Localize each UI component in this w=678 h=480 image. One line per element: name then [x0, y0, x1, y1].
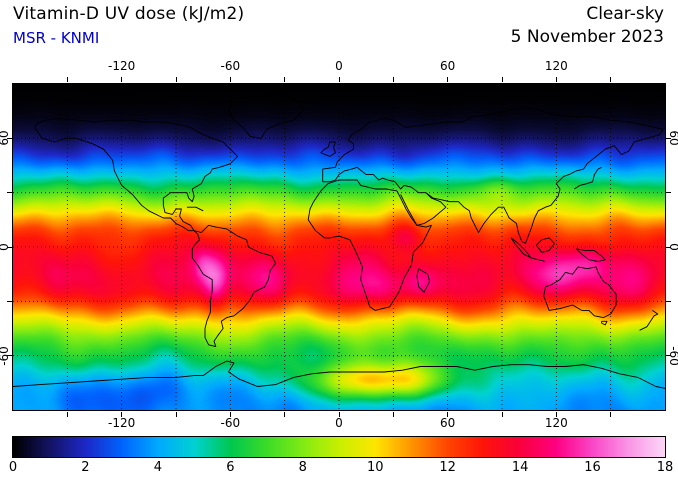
- colorbar-tick-label: 16: [584, 460, 601, 475]
- coastline: [574, 166, 602, 190]
- x-tick-top: [338, 77, 340, 82]
- y-tick-right: [666, 355, 671, 357]
- y-tick-label-right: -60: [667, 345, 678, 366]
- map-frame: [12, 83, 666, 411]
- y-tick-left: [7, 137, 12, 139]
- figure-date: 5 November 2023: [510, 27, 664, 47]
- x-tick-label-bottom: 0: [335, 416, 343, 430]
- x-tick-bottom: [447, 412, 449, 417]
- map-overlay: [13, 84, 665, 410]
- x-tick-top: [392, 77, 394, 82]
- x-tick-label-top: -120: [108, 59, 136, 73]
- coastline: [536, 237, 555, 253]
- colorbar-tick-label: 0: [8, 460, 18, 475]
- colorbar-tick-label: 18: [656, 460, 674, 475]
- colorbar-tick-label: 8: [298, 460, 307, 475]
- coastline: [322, 107, 664, 244]
- coastline: [601, 320, 608, 326]
- coastline: [228, 94, 304, 139]
- x-tick-bottom: [66, 412, 68, 417]
- x-tick-bottom: [284, 412, 286, 417]
- coastline: [543, 266, 617, 319]
- x-tick-label-top: 60: [440, 59, 456, 73]
- x-tick-top: [66, 77, 68, 82]
- x-tick-bottom: [610, 412, 612, 417]
- x-tick-bottom: [392, 412, 394, 417]
- coastline: [186, 206, 204, 212]
- x-tick-label-bottom: 120: [544, 416, 568, 430]
- colorbar-tick-label: 4: [153, 460, 163, 475]
- coastline: [510, 237, 532, 259]
- x-tick-top: [555, 77, 557, 82]
- x-tick-top: [284, 77, 286, 82]
- x-tick-label-top: -60: [220, 59, 241, 73]
- x-tick-bottom: [175, 412, 177, 417]
- x-tick-bottom: [338, 412, 340, 417]
- coastline: [530, 257, 546, 262]
- colorbar-tick-label: 2: [81, 460, 90, 475]
- colorbar-gradient: [13, 437, 665, 457]
- y-tick-left: [7, 355, 12, 357]
- y-tick-left: [7, 192, 12, 194]
- y-tick-label-left: -60: [0, 345, 11, 366]
- figure-source: MSR - KNMI: [13, 29, 100, 47]
- x-tick-bottom: [121, 412, 123, 417]
- figure-title: Vitamin-D UV dose (kJ/m2): [13, 4, 245, 24]
- colorbar-tick-label: 6: [226, 460, 235, 475]
- y-tick-left: [7, 246, 12, 248]
- y-tick-label-right: 60: [667, 130, 678, 146]
- coastline: [34, 117, 239, 232]
- coastline: [400, 192, 447, 226]
- coastline: [416, 268, 431, 293]
- colorbar-tick-label: 12: [439, 460, 456, 475]
- y-tick-label-left: 0: [0, 243, 11, 251]
- y-tick-label-right: 0: [667, 243, 678, 251]
- x-tick-top: [229, 77, 231, 82]
- y-tick-right: [666, 137, 671, 139]
- x-tick-bottom: [501, 412, 503, 417]
- colorbar-tick-label: 14: [511, 460, 529, 475]
- coastline: [575, 248, 606, 262]
- coastline: [307, 179, 432, 311]
- y-tick-left: [7, 300, 12, 302]
- x-tick-label-top: 120: [544, 59, 568, 73]
- colorbar-tick-label: 10: [366, 460, 384, 475]
- y-tick-right: [666, 300, 671, 302]
- x-tick-label-bottom: 60: [440, 416, 456, 430]
- x-tick-top: [501, 77, 503, 82]
- coastline: [320, 141, 336, 157]
- x-tick-bottom: [555, 412, 557, 417]
- x-tick-label-bottom: -60: [220, 416, 241, 430]
- x-tick-top: [175, 77, 177, 82]
- coastline: [639, 310, 659, 331]
- x-tick-label-top: 0: [335, 59, 343, 73]
- x-tick-top: [447, 77, 449, 82]
- y-tick-right: [666, 246, 671, 248]
- colorbar-frame: [12, 436, 666, 458]
- coastline: [191, 224, 277, 348]
- figure-condition: Clear-sky: [586, 4, 664, 24]
- x-tick-top: [610, 77, 612, 82]
- x-tick-label-bottom: -120: [108, 416, 136, 430]
- x-tick-top: [121, 77, 123, 82]
- y-tick-right: [666, 192, 671, 194]
- coastline: [13, 360, 665, 389]
- x-tick-bottom: [229, 412, 231, 417]
- y-tick-label-left: 60: [0, 130, 11, 146]
